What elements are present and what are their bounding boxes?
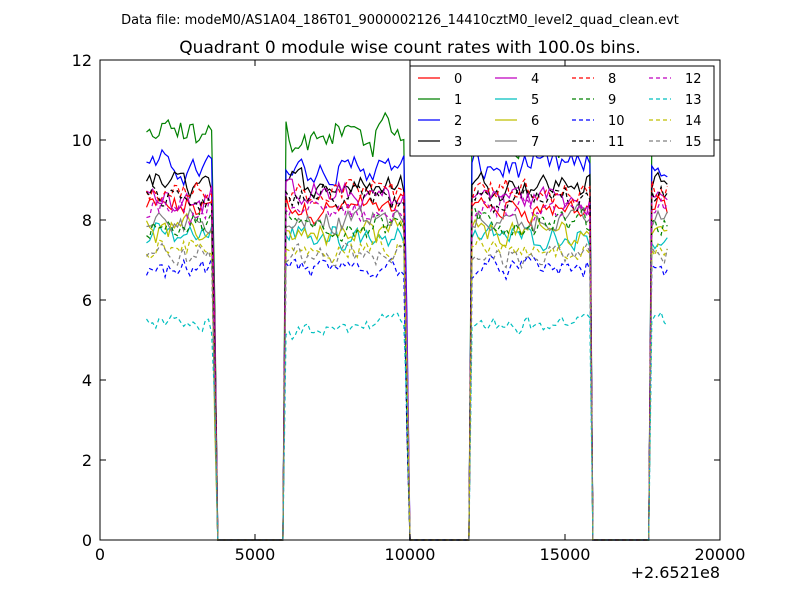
legend-label-12: 12: [685, 72, 702, 87]
y-tick-label: 4: [82, 371, 92, 390]
series-line-13: [146, 310, 668, 541]
legend-label-6: 6: [531, 114, 539, 129]
y-tick-label: 10: [72, 131, 92, 150]
x-tick-label: 10000: [385, 545, 436, 564]
legend-label-0: 0: [454, 72, 462, 87]
legend-label-10: 10: [608, 114, 625, 129]
legend-label-8: 8: [608, 72, 616, 87]
x-tick-label: 15000: [540, 545, 591, 564]
x-tick-label: 5000: [235, 545, 276, 564]
legend-label-15: 15: [685, 135, 702, 150]
legend-label-14: 14: [685, 114, 702, 129]
legend-label-7: 7: [531, 135, 539, 150]
legend-label-11: 11: [608, 135, 625, 150]
legend-label-13: 13: [685, 93, 702, 108]
y-tick-label: 0: [82, 531, 92, 550]
legend-label-9: 9: [608, 93, 616, 108]
x-offset-label: +2.6521e8: [631, 563, 720, 582]
x-tick-label: 20000: [695, 545, 746, 564]
legend-label-2: 2: [454, 114, 462, 129]
legend-label-4: 4: [531, 72, 539, 87]
legend-label-3: 3: [454, 135, 462, 150]
chart-title: Quadrant 0 module wise count rates with …: [179, 38, 640, 58]
y-tick-label: 2: [82, 451, 92, 470]
y-tick-label: 12: [72, 51, 92, 70]
legend-label-1: 1: [454, 93, 462, 108]
legend-label-5: 5: [531, 93, 539, 108]
x-tick-label: 0: [95, 545, 105, 564]
y-tick-label: 8: [82, 211, 92, 230]
chart-suptitle: Data file: modeM0/AS1A04_186T01_90000021…: [121, 13, 679, 28]
y-tick-label: 6: [82, 291, 92, 310]
